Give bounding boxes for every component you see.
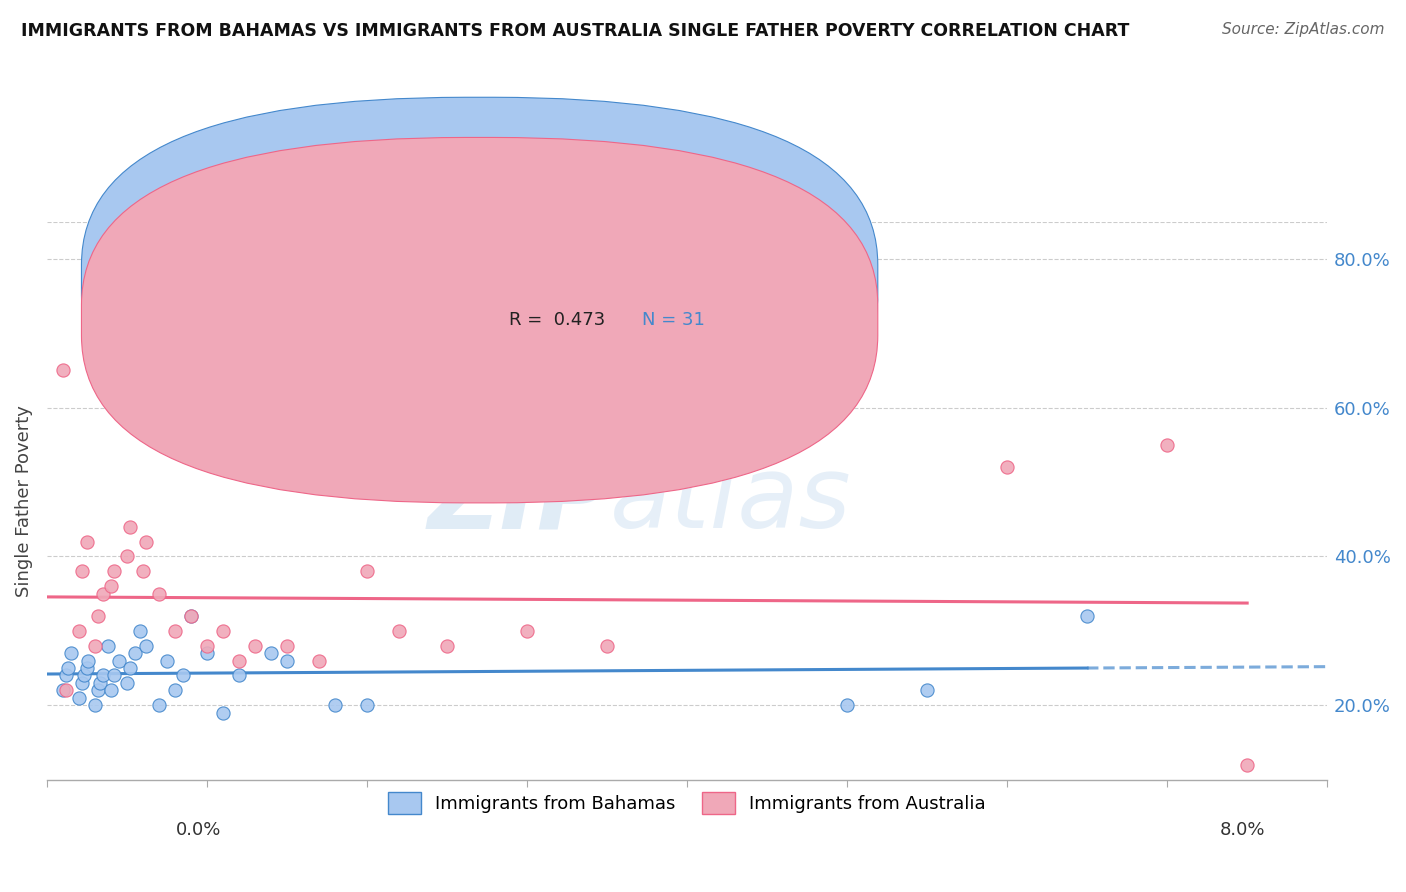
Point — [52, 683, 75, 698]
Text: N = 31: N = 31 — [641, 311, 704, 329]
Point — [67, 690, 90, 705]
Point — [87, 609, 110, 624]
Y-axis label: Single Father Poverty: Single Father Poverty — [15, 405, 32, 597]
Point — [148, 698, 170, 713]
Point — [915, 683, 938, 698]
Point — [195, 639, 218, 653]
Point — [59, 646, 82, 660]
FancyBboxPatch shape — [444, 252, 738, 347]
Point — [388, 624, 411, 638]
Point — [76, 534, 98, 549]
Point — [212, 706, 235, 720]
Point — [212, 624, 235, 638]
Text: 0.0%: 0.0% — [176, 821, 221, 838]
FancyBboxPatch shape — [82, 97, 877, 463]
Point — [163, 624, 186, 638]
Point — [67, 624, 90, 638]
Point — [97, 639, 120, 653]
Point — [55, 668, 77, 682]
Point — [100, 579, 122, 593]
Point — [436, 639, 458, 653]
Text: R =  0.291: R = 0.291 — [509, 271, 605, 289]
Point — [73, 668, 96, 682]
Point — [835, 698, 858, 713]
Text: N = 37: N = 37 — [641, 271, 704, 289]
Point — [55, 683, 77, 698]
Point — [100, 683, 122, 698]
Point — [128, 624, 150, 638]
Point — [115, 549, 138, 564]
Point — [103, 668, 125, 682]
Text: atlas: atlas — [610, 452, 852, 549]
Point — [132, 564, 155, 578]
Point — [91, 668, 114, 682]
FancyBboxPatch shape — [82, 137, 877, 503]
Point — [89, 676, 111, 690]
Point — [76, 661, 98, 675]
Point — [356, 698, 378, 713]
Point — [120, 519, 142, 533]
Point — [83, 639, 105, 653]
Point — [995, 460, 1018, 475]
Point — [260, 646, 283, 660]
Point — [228, 654, 250, 668]
Point — [276, 639, 298, 653]
Point — [77, 654, 100, 668]
Point — [596, 639, 619, 653]
Text: 8.0%: 8.0% — [1220, 821, 1265, 838]
Point — [87, 683, 110, 698]
Point — [1236, 757, 1258, 772]
Point — [135, 534, 157, 549]
Point — [103, 564, 125, 578]
Point — [180, 609, 202, 624]
Point — [148, 587, 170, 601]
Point — [156, 654, 179, 668]
Point — [163, 683, 186, 698]
Text: IMMIGRANTS FROM BAHAMAS VS IMMIGRANTS FROM AUSTRALIA SINGLE FATHER POVERTY CORRE: IMMIGRANTS FROM BAHAMAS VS IMMIGRANTS FR… — [21, 22, 1129, 40]
Point — [70, 676, 93, 690]
Point — [70, 564, 93, 578]
Point — [356, 564, 378, 578]
Point — [52, 363, 75, 377]
Point — [195, 646, 218, 660]
Point — [516, 624, 538, 638]
Point — [323, 698, 346, 713]
Point — [172, 668, 194, 682]
Text: ZIP: ZIP — [427, 452, 610, 549]
Point — [115, 676, 138, 690]
Point — [276, 654, 298, 668]
Point — [135, 639, 157, 653]
Text: Source: ZipAtlas.com: Source: ZipAtlas.com — [1222, 22, 1385, 37]
Point — [108, 654, 131, 668]
Point — [56, 661, 79, 675]
Point — [180, 609, 202, 624]
Point — [308, 654, 330, 668]
Point — [91, 587, 114, 601]
Text: R =  0.473: R = 0.473 — [509, 311, 606, 329]
Legend: Immigrants from Bahamas, Immigrants from Australia: Immigrants from Bahamas, Immigrants from… — [381, 784, 993, 821]
Point — [1156, 438, 1178, 452]
Point — [1076, 609, 1098, 624]
Point — [120, 661, 142, 675]
Point — [228, 668, 250, 682]
Point — [124, 646, 146, 660]
Point — [83, 698, 105, 713]
Point — [243, 639, 266, 653]
